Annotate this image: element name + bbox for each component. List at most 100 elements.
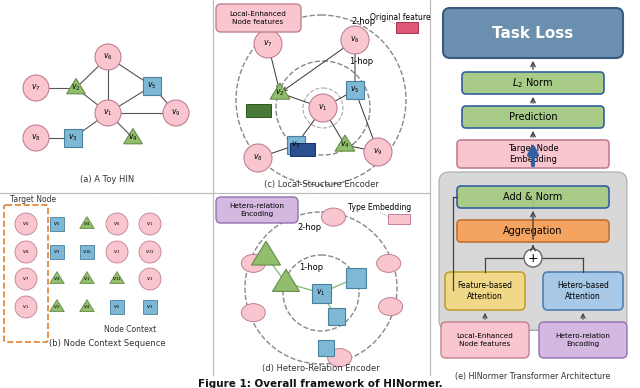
Text: Node Context: Node Context <box>104 326 156 334</box>
Polygon shape <box>109 272 124 284</box>
Text: (b) Node Context Sequence: (b) Node Context Sequence <box>49 340 165 348</box>
FancyBboxPatch shape <box>543 272 623 310</box>
Bar <box>312 284 330 303</box>
Text: Original feature: Original feature <box>370 14 430 23</box>
Text: $v_1$: $v_1$ <box>318 103 328 113</box>
Ellipse shape <box>241 255 266 272</box>
Text: $L_2$ Norm: $L_2$ Norm <box>513 76 554 90</box>
Text: $v_7$: $v_7$ <box>263 39 273 49</box>
Bar <box>80 245 94 259</box>
Text: $v_{0}$: $v_{0}$ <box>22 220 29 228</box>
FancyBboxPatch shape <box>539 322 627 358</box>
Bar <box>50 245 64 259</box>
Text: $v_{1}$: $v_{1}$ <box>22 303 29 311</box>
Text: Local-Enhanced
Node features: Local-Enhanced Node features <box>230 11 287 25</box>
Ellipse shape <box>378 298 403 315</box>
Text: $v_9$: $v_9$ <box>373 147 383 157</box>
Bar <box>64 129 82 147</box>
Bar <box>328 308 344 324</box>
Circle shape <box>364 138 392 166</box>
Text: $v_{{10}}$: $v_{{10}}$ <box>82 248 92 256</box>
Text: $v_{3}$: $v_{3}$ <box>147 303 154 311</box>
Text: Prediction: Prediction <box>509 112 557 122</box>
Polygon shape <box>67 78 85 94</box>
Text: $v_8$: $v_8$ <box>31 133 41 143</box>
Circle shape <box>95 44 121 70</box>
Text: $v_9$: $v_9$ <box>172 108 180 118</box>
Text: $v_3$: $v_3$ <box>68 133 78 143</box>
Text: $v_{{11}}$: $v_{{11}}$ <box>145 248 155 256</box>
Circle shape <box>23 125 49 151</box>
Circle shape <box>163 100 189 126</box>
Text: $v_{1}$: $v_{1}$ <box>83 275 91 283</box>
Text: $v_4$: $v_4$ <box>340 140 350 150</box>
FancyBboxPatch shape <box>216 4 301 32</box>
Ellipse shape <box>241 304 266 322</box>
Circle shape <box>15 241 37 263</box>
Text: $v_6$: $v_6$ <box>103 52 113 62</box>
Text: $v_{2}$: $v_{2}$ <box>53 303 61 311</box>
FancyBboxPatch shape <box>462 106 604 128</box>
Text: Local-Enhanced
Node features: Local-Enhanced Node features <box>456 333 513 347</box>
Ellipse shape <box>328 348 351 367</box>
Polygon shape <box>252 241 280 265</box>
Text: $v_4$: $v_4$ <box>128 133 138 143</box>
Text: Add & Norm: Add & Norm <box>504 192 563 202</box>
Circle shape <box>15 268 37 290</box>
Text: Hetero-based
Attention: Hetero-based Attention <box>557 281 609 301</box>
Bar <box>388 214 410 224</box>
Text: 2-hop: 2-hop <box>351 17 375 26</box>
Text: $v_{8}$: $v_{8}$ <box>22 248 29 256</box>
Text: $v_6$: $v_6$ <box>350 35 360 45</box>
Polygon shape <box>273 269 300 291</box>
Text: $v_{1}$: $v_{1}$ <box>113 248 121 256</box>
Text: $v_1$: $v_1$ <box>103 108 113 118</box>
Text: (e) HINormer Transformer Architecture: (e) HINormer Transformer Architecture <box>455 371 611 381</box>
FancyBboxPatch shape <box>462 72 604 94</box>
Text: $v_{1}$: $v_{1}$ <box>147 275 154 283</box>
Circle shape <box>106 241 128 263</box>
FancyBboxPatch shape <box>441 322 529 358</box>
Bar <box>143 300 157 314</box>
Text: $v_{7}$: $v_{7}$ <box>22 275 29 283</box>
FancyBboxPatch shape <box>443 176 623 330</box>
Text: $v_8$: $v_8$ <box>253 153 263 163</box>
Ellipse shape <box>377 255 401 272</box>
Text: $v_{1}$: $v_{1}$ <box>147 220 154 228</box>
Text: $v_5$: $v_5$ <box>147 81 157 91</box>
Bar <box>50 217 64 231</box>
Circle shape <box>106 213 128 235</box>
Text: Hetero-relation
Encoding: Hetero-relation Encoding <box>230 203 284 217</box>
Text: Type Embedding: Type Embedding <box>348 203 412 213</box>
Bar <box>246 104 271 117</box>
FancyBboxPatch shape <box>449 182 617 330</box>
FancyBboxPatch shape <box>457 140 609 168</box>
Polygon shape <box>80 272 94 284</box>
Text: Target Node: Target Node <box>10 196 56 204</box>
Text: $v_{5}$: $v_{5}$ <box>53 220 61 228</box>
FancyBboxPatch shape <box>446 179 620 330</box>
Circle shape <box>15 213 37 235</box>
Polygon shape <box>80 300 94 312</box>
FancyBboxPatch shape <box>439 172 627 330</box>
Text: $v_3$: $v_3$ <box>291 140 301 150</box>
Text: Hetero-relation
Encoding: Hetero-relation Encoding <box>556 333 611 347</box>
Bar <box>143 77 161 95</box>
Bar <box>318 340 334 356</box>
Circle shape <box>15 296 37 318</box>
Circle shape <box>244 144 272 172</box>
Text: $v_{3}$: $v_{3}$ <box>53 248 61 256</box>
Text: (c) Local-Structure Encoder: (c) Local-Structure Encoder <box>264 180 378 189</box>
Text: $v_7$: $v_7$ <box>31 83 41 93</box>
Bar <box>290 143 315 156</box>
Text: $v_{4}$: $v_{4}$ <box>83 220 91 228</box>
Polygon shape <box>124 128 142 144</box>
Text: 2-hop: 2-hop <box>297 222 321 232</box>
Circle shape <box>254 30 282 58</box>
Bar <box>110 300 124 314</box>
Text: $v_{4}$: $v_{4}$ <box>83 303 91 311</box>
Text: $v_{4}$: $v_{4}$ <box>53 275 61 283</box>
Text: (a) A Toy HIN: (a) A Toy HIN <box>80 175 134 184</box>
Text: $v_{5}$: $v_{5}$ <box>113 303 121 311</box>
Circle shape <box>139 268 161 290</box>
